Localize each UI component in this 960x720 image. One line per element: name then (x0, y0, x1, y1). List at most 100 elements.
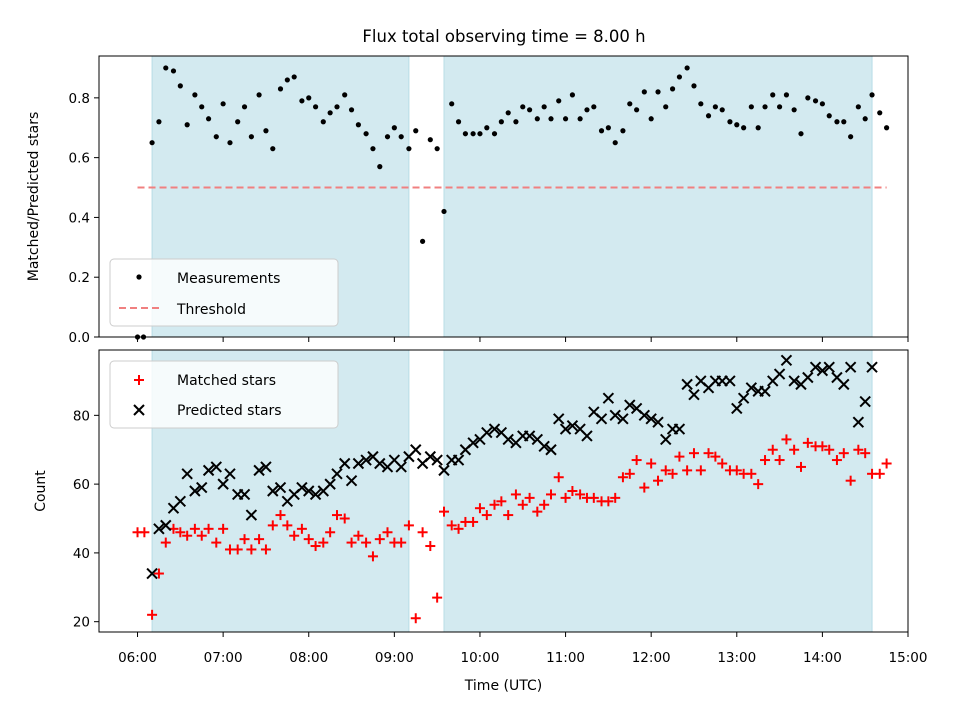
predicted-star-point (538, 440, 550, 452)
legend-label-matched: Matched stars (177, 373, 276, 389)
predicted-star-point (645, 413, 657, 425)
marker-stroke (788, 375, 800, 387)
matched-star-point (481, 510, 492, 521)
measurement-point (577, 116, 583, 122)
matched-star-point (417, 527, 428, 538)
matched-star-point (382, 527, 393, 538)
measurement-point (320, 119, 326, 125)
matched-star-point (446, 520, 457, 531)
measurement-point (484, 125, 490, 131)
measurement-point (684, 65, 690, 71)
predicted-star-point (602, 392, 615, 404)
predicted-star-point (196, 481, 208, 494)
marker-stroke (260, 461, 272, 473)
matched-star-point (182, 530, 193, 541)
matched-star-point (147, 609, 158, 620)
predicted-star-point (424, 450, 437, 463)
marker-stroke (338, 457, 351, 470)
bottom-y-tick-label: 80 (73, 408, 90, 424)
predicted-star-points (146, 354, 878, 580)
marker-stroke (196, 481, 208, 494)
measurement-point (241, 104, 248, 110)
predicted-star-point (731, 402, 743, 415)
matched-star-point (453, 523, 464, 534)
measurement-point (477, 131, 483, 137)
matched-star-point (496, 496, 507, 507)
measurement-point (862, 116, 868, 122)
marker-stroke (438, 464, 450, 477)
matched-star-point (802, 437, 813, 448)
predicted-star-point (189, 485, 201, 497)
predicted-star-point (452, 454, 465, 466)
marker-stroke (217, 478, 229, 490)
measurement-point (798, 131, 804, 137)
marker-stroke (866, 361, 878, 373)
marker-stroke (374, 457, 386, 470)
matched-star-point (310, 541, 321, 552)
matched-star-point (246, 544, 257, 555)
predicted-star-point (638, 409, 651, 422)
marker-stroke (238, 488, 251, 501)
marker-stroke (488, 423, 501, 435)
marker-stroke (574, 423, 586, 435)
measurement-point (655, 89, 661, 95)
measurement-point (848, 134, 854, 140)
x-axis-label: Time (UTC) (464, 678, 542, 694)
predicted-star-point (210, 461, 222, 473)
matched-star-point (631, 455, 642, 466)
measurement-point (584, 107, 590, 113)
matched-star-point (439, 506, 450, 517)
predicted-star-point (737, 392, 750, 404)
predicted-star-point (174, 495, 187, 508)
measurement-point (299, 98, 305, 104)
measurement-point (406, 146, 412, 152)
top-y-tick-label: 0.0 (69, 330, 90, 346)
x-tick-label: 07:00 (204, 650, 243, 666)
marker-stroke (595, 413, 608, 425)
matched-star-point (346, 537, 357, 548)
predicted-star-point (467, 437, 479, 449)
measurement-point (734, 122, 740, 128)
measurement-point (363, 131, 369, 137)
predicted-star-point (217, 478, 229, 490)
marker-stroke (424, 450, 437, 463)
measurement-point (741, 125, 747, 131)
marker-stroke (660, 433, 672, 446)
matched-star-point (688, 448, 699, 459)
marker-stroke (780, 354, 793, 367)
matched-star-point (160, 537, 171, 548)
matched-star-point (753, 479, 764, 490)
measurement-point (812, 98, 819, 104)
measurement-point (776, 104, 783, 110)
matched-star-point (639, 482, 650, 493)
legend-label-threshold: Threshold (176, 302, 246, 318)
predicted-star-point (431, 454, 443, 466)
predicted-star-point (681, 378, 693, 391)
measurement-point (505, 110, 511, 116)
marker-stroke (502, 433, 514, 446)
bottom-y-ticks: 20 40 60 80 (73, 408, 99, 631)
measurement-point (834, 119, 840, 125)
marker-stroke (816, 364, 829, 377)
measurement-point (591, 104, 597, 110)
matched-star-points (132, 434, 892, 624)
marker-stroke (224, 468, 236, 480)
measurement-point (277, 86, 284, 92)
marker-stroke (274, 481, 287, 494)
marker-stroke (395, 461, 407, 473)
marker-stroke (638, 409, 651, 422)
x-tick-label: 10:00 (461, 650, 500, 666)
measurement-point (548, 116, 554, 122)
matched-star-point (275, 510, 286, 521)
predicted-star-point (153, 523, 165, 535)
predicted-star-point (823, 361, 835, 373)
marker-stroke (602, 392, 615, 404)
matched-star-point (575, 489, 586, 500)
predicted-star-point (245, 509, 258, 521)
marker-stroke (202, 464, 215, 477)
predicted-star-point (296, 481, 308, 494)
measurement-point (370, 146, 376, 152)
matched-star-point (510, 489, 521, 500)
legend-plus-glyph (134, 375, 144, 385)
measurement-point (620, 128, 626, 134)
